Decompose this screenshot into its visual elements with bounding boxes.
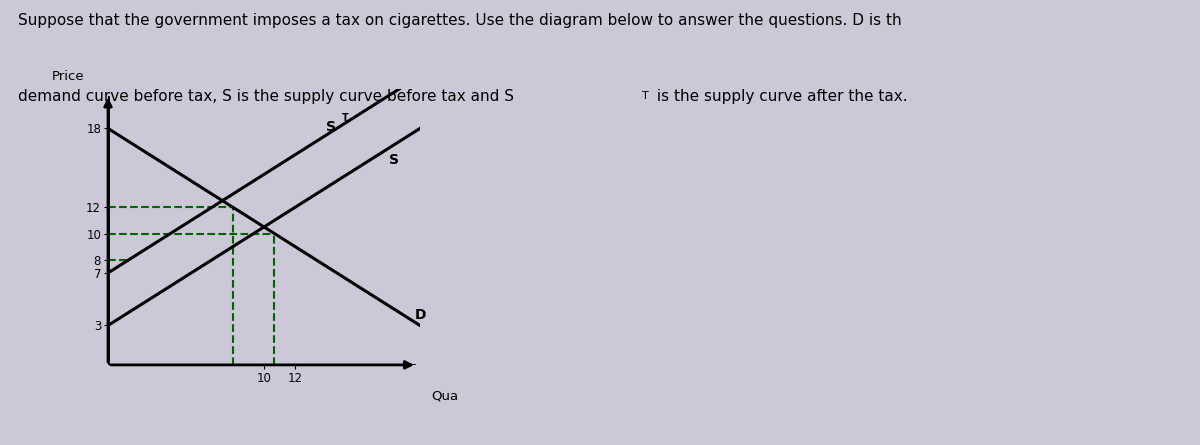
Text: T: T: [642, 91, 649, 101]
Text: S: S: [326, 120, 336, 134]
Text: D: D: [414, 308, 426, 322]
Text: demand curve before tax, S is the supply curve before tax and S: demand curve before tax, S is the supply…: [18, 89, 514, 104]
Text: is the supply curve after the tax.: is the supply curve after the tax.: [652, 89, 907, 104]
Text: Qua: Qua: [431, 390, 458, 403]
Text: Suppose that the government imposes a tax on cigarettes. Use the diagram below t: Suppose that the government imposes a ta…: [18, 13, 901, 28]
Text: T: T: [342, 113, 349, 122]
Text: S: S: [389, 153, 398, 167]
Text: Price: Price: [52, 70, 84, 84]
